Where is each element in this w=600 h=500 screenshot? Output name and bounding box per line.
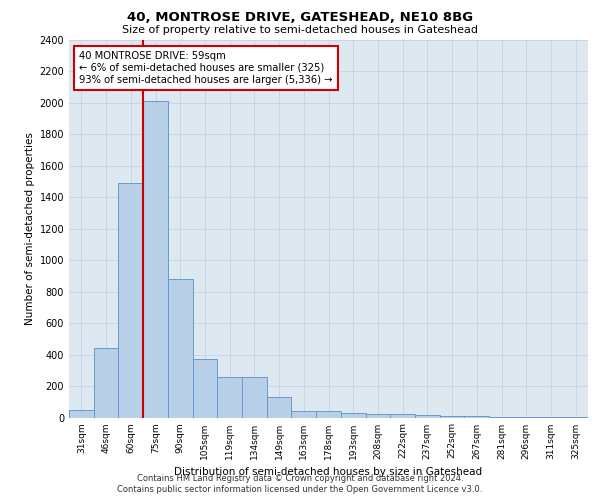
Bar [193, 358, 217, 418]
Bar [489, 416, 514, 418]
X-axis label: Distribution of semi-detached houses by size in Gateshead: Distribution of semi-detached houses by … [175, 467, 482, 477]
Bar [365, 414, 390, 418]
Y-axis label: Number of semi-detached properties: Number of semi-detached properties [25, 132, 35, 325]
Text: 40, MONTROSE DRIVE, GATESHEAD, NE10 8BG: 40, MONTROSE DRIVE, GATESHEAD, NE10 8BG [127, 11, 473, 24]
Bar [514, 416, 539, 418]
Bar [341, 413, 365, 418]
Bar [94, 348, 118, 418]
Bar [217, 377, 242, 418]
Bar [464, 416, 489, 418]
Bar [415, 415, 440, 418]
Bar [267, 397, 292, 417]
Bar [143, 102, 168, 417]
Bar [316, 411, 341, 418]
Bar [69, 410, 94, 418]
Text: 40 MONTROSE DRIVE: 59sqm
← 6% of semi-detached houses are smaller (325)
93% of s: 40 MONTROSE DRIVE: 59sqm ← 6% of semi-de… [79, 52, 333, 84]
Bar [440, 416, 464, 418]
Bar [390, 414, 415, 418]
Bar [292, 411, 316, 418]
Text: Size of property relative to semi-detached houses in Gateshead: Size of property relative to semi-detach… [122, 25, 478, 35]
Bar [168, 279, 193, 417]
Bar [242, 377, 267, 418]
Bar [118, 183, 143, 418]
Text: Contains HM Land Registry data © Crown copyright and database right 2024.
Contai: Contains HM Land Registry data © Crown c… [118, 474, 482, 494]
